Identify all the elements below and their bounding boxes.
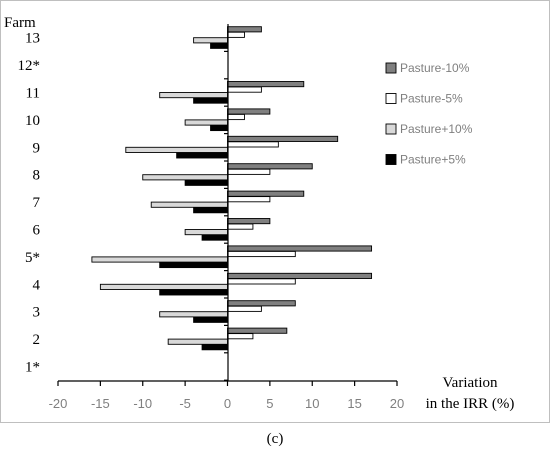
y-tick-label: 10 (25, 113, 40, 129)
bar-farm-3-series-1 (227, 300, 296, 307)
legend-label-4: Pasture+5% (400, 153, 466, 167)
y-ticks-group: 13 12* 11 10 9 8 7 6 5* 4 3 2 1* (18, 31, 228, 381)
legend: Pasture-10% Pasture-5% Pasture+10% Pasture+… (385, 61, 473, 167)
y-tick-label: 5* (25, 250, 40, 266)
bar-farm-8-series-2 (227, 168, 271, 175)
y-axis-title: Farm (4, 15, 36, 31)
bar-farm-5-star-series-2 (227, 250, 296, 258)
y-tick-label: 1* (25, 360, 40, 376)
bar-farm-2-series-2 (227, 333, 254, 340)
x-tick-label: -10 (133, 396, 152, 411)
y-tick-label: 3 (33, 305, 41, 321)
y-tick-label: 8 (33, 168, 41, 184)
bar-farm-2-series-3 (167, 338, 228, 345)
x-ticks-group: -20 -15 -10 -5 0 5 10 15 20 (49, 381, 404, 411)
bar-farm-8-series-1 (227, 163, 313, 170)
x-axis-title-line-2: in the IRR (%) (426, 396, 515, 412)
bar-farm-7-series-2 (227, 196, 271, 203)
bar-farm-13-series-3 (193, 37, 228, 44)
legend-label-3: Pasture+10% (400, 122, 473, 136)
x-tick-label: -20 (49, 396, 68, 411)
bar-farm-10-series-4 (210, 124, 228, 132)
bar-farm-4-series-1 (227, 272, 373, 279)
y-tick-label: 9 (33, 140, 41, 156)
y-tick-label: 12* (18, 58, 41, 74)
bar-farm-11-series-4 (193, 97, 228, 104)
bar-farm-4-series-3 (99, 283, 228, 290)
x-tick-label: -15 (91, 396, 110, 411)
legend-swatch-3 (385, 123, 397, 135)
bar-farm-5-star-series-3 (91, 256, 228, 263)
x-tick-label: -5 (179, 396, 191, 411)
bar-farm-11-series-3 (159, 92, 228, 99)
bar-farm-11-series-1 (227, 81, 305, 88)
bar-farm-4-series-4 (159, 289, 228, 296)
bar-farm-10-series-1 (227, 108, 271, 115)
bar-farm-10-series-2 (227, 113, 245, 121)
bar-farm-13-series-2 (227, 31, 245, 38)
bar-farm-6-series-3 (184, 229, 228, 236)
y-tick-label: 4 (33, 277, 41, 293)
bar-farm-5-star-series-1 (227, 245, 373, 252)
bar-farm-7-series-1 (227, 190, 305, 197)
bar-farm-4-series-2 (227, 278, 296, 285)
bar-farm-7-series-4 (193, 207, 228, 214)
bars-group (91, 26, 373, 351)
bar-farm-6-series-4 (201, 234, 228, 241)
bar-farm-6-series-2 (227, 223, 254, 230)
bar-farm-9-series-2 (227, 141, 279, 148)
legend-swatch-4 (385, 154, 397, 165)
bar-farm-11-series-2 (227, 86, 262, 93)
bar-farm-7-series-3 (150, 201, 228, 208)
x-tick-label: 0 (224, 396, 231, 411)
bar-farm-13-series-4 (210, 42, 228, 49)
bar-farm-9-series-4 (176, 152, 228, 159)
legend-label-2: Pasture-5% (400, 92, 463, 106)
legend-label-1: Pasture-10% (400, 61, 470, 75)
bar-farm-2-series-1 (227, 327, 288, 334)
y-tick-label: 6 (33, 223, 41, 239)
x-axis-title-line-1: Variation (443, 375, 498, 391)
bar-farm-9-series-1 (227, 135, 339, 142)
bar-farm-3-series-3 (159, 311, 228, 318)
y-tick-label: 2 (33, 332, 41, 348)
y-tick-label: 11 (26, 86, 40, 102)
x-tick-label: 20 (390, 396, 404, 411)
bar-farm-9-series-3 (125, 146, 228, 153)
x-tick-label: 5 (266, 396, 273, 411)
x-tick-label: 15 (347, 396, 361, 411)
figure-caption: (c) (267, 431, 284, 447)
bar-farm-10-series-3 (184, 119, 228, 126)
x-tick-label: 10 (305, 396, 319, 411)
bar-farm-8-series-4 (184, 179, 228, 186)
bar-farm-8-series-3 (142, 174, 228, 181)
bar-farm-6-series-1 (227, 218, 271, 225)
bar-farm-3-series-4 (193, 316, 228, 323)
bar-farm-3-series-2 (227, 305, 262, 312)
legend-swatch-2 (385, 93, 397, 104)
bar-farm-2-series-4 (201, 344, 228, 351)
bar-farm-5-star-series-4 (159, 261, 228, 269)
y-tick-label: 7 (33, 195, 41, 211)
bar-farm-13-series-1 (227, 26, 262, 33)
legend-swatch-1 (385, 62, 397, 74)
y-tick-label: 13 (25, 31, 40, 47)
